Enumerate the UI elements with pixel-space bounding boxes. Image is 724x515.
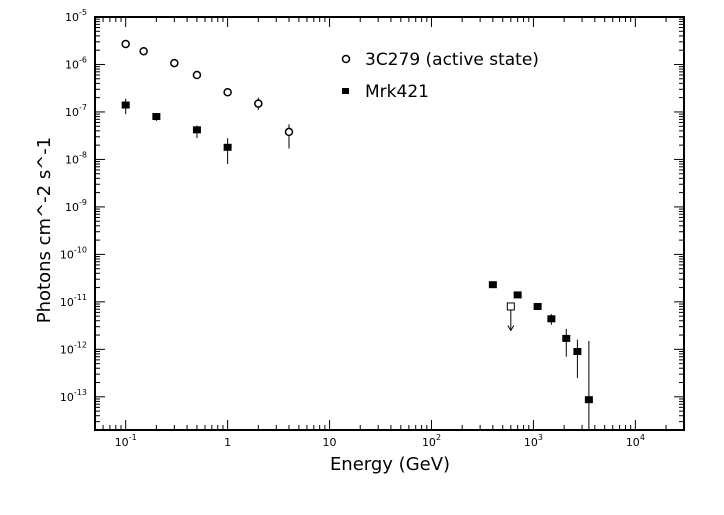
data-point-mrk421 (533, 302, 542, 310)
x-axis-label: Energy (GeV) (330, 454, 450, 475)
data-point-3c279 (121, 39, 130, 49)
legend-label-mrk421: Mrk421 (365, 82, 429, 102)
plot-frame (94, 16, 685, 431)
data-point-3c279 (170, 58, 179, 68)
x-tick-label: 102 (422, 433, 441, 449)
data-point-mrk421 (192, 126, 201, 134)
data-point-mrk421 (584, 396, 593, 404)
data-point-upper-limit (506, 302, 515, 311)
y-axis-label: Photons cm^-2 s^-1 (34, 137, 55, 323)
data-point-mrk421 (488, 281, 497, 289)
data-point-3c279 (192, 70, 202, 80)
legend-marker-3c279 (341, 54, 351, 64)
x-tick-label: 103 (524, 433, 543, 449)
data-point-mrk421 (562, 334, 571, 342)
data-point-3c279 (139, 46, 148, 56)
y-tick-label: 10-6 (65, 55, 87, 71)
data-point-3c279 (254, 99, 263, 108)
data-point-mrk421 (121, 101, 130, 109)
data-point-mrk421 (223, 143, 232, 151)
x-tick-label: 1 (224, 436, 231, 449)
y-tick-label: 10-7 (65, 103, 87, 119)
data-point-mrk421 (573, 348, 582, 356)
y-tick-label: 10-8 (65, 150, 87, 166)
x-tick-label: 10 (323, 436, 337, 449)
data-point-mrk421 (513, 291, 522, 299)
legend-label-3c279: 3C279 (active state) (365, 50, 539, 70)
data-point-3c279 (223, 88, 232, 97)
legend: 3C279 (active state) Mrk421 (341, 50, 539, 102)
data-point-3c279 (284, 127, 294, 137)
y-tick-label: 10-12 (60, 340, 87, 356)
data-point-mrk421 (152, 113, 161, 121)
y-tick-label: 10-5 (65, 8, 87, 24)
legend-marker-mrk421 (342, 88, 349, 94)
y-tick-label: 10-9 (65, 198, 87, 214)
y-tick-label: 10-13 (60, 388, 87, 404)
y-tick-label: 10-10 (60, 245, 87, 261)
arrow-head (507, 325, 515, 332)
x-tick-label: 10-1 (115, 433, 137, 449)
x-tick-label: 104 (626, 433, 645, 449)
y-tick-label: 10-11 (60, 293, 87, 309)
data-point-mrk421 (547, 315, 556, 323)
